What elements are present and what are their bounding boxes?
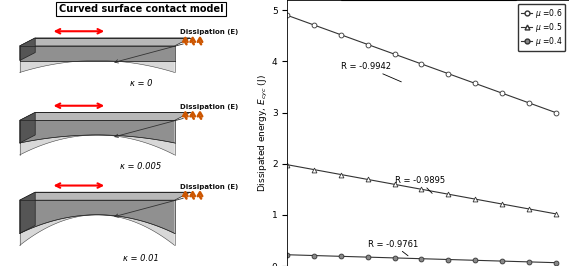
Text: R = -0.9895: R = -0.9895 [395, 176, 445, 193]
μ =0.5 [552, 212, 559, 215]
μ =0.6 [418, 62, 425, 65]
μ =0.5 [284, 163, 291, 166]
Text: Dissipation (E): Dissipation (E) [180, 104, 238, 110]
Legend: $\mu$ =0.6, $\mu$ =0.5, $\mu$ =0.4: $\mu$ =0.6, $\mu$ =0.5, $\mu$ =0.4 [518, 4, 565, 51]
Text: κ = 0.01: κ = 0.01 [123, 254, 159, 263]
Polygon shape [20, 135, 175, 155]
μ =0.5 [337, 173, 344, 176]
μ =0.5 [391, 183, 398, 186]
μ =0.5 [311, 168, 318, 171]
Text: κ = 0.005: κ = 0.005 [120, 162, 162, 171]
Polygon shape [20, 192, 190, 200]
μ =0.6 [311, 23, 318, 27]
Line: μ =0.6: μ =0.6 [285, 13, 558, 115]
Polygon shape [20, 200, 175, 234]
Text: Dissipation (E): Dissipation (E) [180, 184, 238, 189]
Polygon shape [20, 215, 175, 245]
Polygon shape [20, 112, 35, 143]
Text: R = -0.9942: R = -0.9942 [341, 62, 401, 82]
Y-axis label: Dissipated energy, $E_{cyc}$ (J): Dissipated energy, $E_{cyc}$ (J) [257, 74, 270, 192]
μ =0.6 [498, 92, 505, 95]
μ =0.6 [337, 33, 344, 36]
Text: Curved surface contact model: Curved surface contact model [59, 4, 223, 14]
μ =0.4 [364, 256, 371, 259]
μ =0.4 [284, 253, 291, 256]
Polygon shape [20, 120, 175, 143]
μ =0.6 [391, 53, 398, 56]
Polygon shape [20, 112, 190, 120]
μ =0.6 [525, 101, 532, 105]
μ =0.4 [525, 260, 532, 264]
Line: μ =0.4: μ =0.4 [285, 252, 558, 265]
Text: κ = 0: κ = 0 [130, 79, 152, 88]
Polygon shape [20, 61, 175, 72]
μ =0.4 [445, 258, 452, 261]
Line: μ =0.5: μ =0.5 [285, 162, 558, 216]
μ =0.4 [391, 256, 398, 260]
Polygon shape [20, 38, 35, 61]
Polygon shape [20, 46, 175, 61]
Polygon shape [20, 192, 35, 234]
μ =0.4 [418, 257, 425, 260]
μ =0.5 [364, 178, 371, 181]
Polygon shape [20, 38, 190, 46]
μ =0.6 [552, 111, 559, 114]
μ =0.4 [472, 259, 479, 262]
μ =0.5 [472, 197, 479, 201]
μ =0.6 [445, 72, 452, 75]
μ =0.6 [364, 43, 371, 46]
μ =0.6 [284, 14, 291, 17]
μ =0.4 [552, 261, 559, 264]
μ =0.5 [525, 207, 532, 210]
Text: R = -0.9761: R = -0.9761 [368, 240, 418, 256]
μ =0.4 [498, 260, 505, 263]
μ =0.6 [472, 82, 479, 85]
Text: Dissipation (E): Dissipation (E) [180, 29, 238, 35]
μ =0.5 [498, 202, 505, 206]
μ =0.5 [418, 188, 425, 191]
μ =0.5 [445, 193, 452, 196]
μ =0.4 [337, 255, 344, 258]
μ =0.4 [311, 254, 318, 257]
